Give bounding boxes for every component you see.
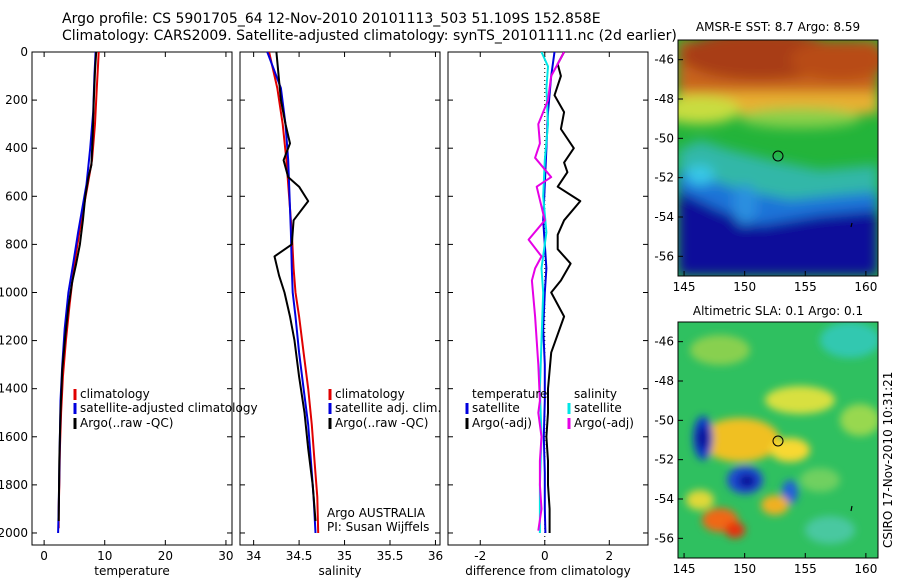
- series-line: [527, 52, 565, 531]
- axes-frame: [239, 51, 441, 546]
- series-line: [273, 52, 317, 522]
- map-x-tick-label: 145: [673, 562, 696, 576]
- credit-argo: Argo AUSTRALIA: [327, 506, 426, 520]
- axes-frame: [31, 51, 233, 546]
- map-axes: 145 150 155 160 -46 -48 -50 -52 -54 -56 145 150 155 1…: [654, 39, 879, 576]
- credit-csiro: CSIRO 17-Nov-2010 10:31:21: [881, 372, 895, 548]
- map-y-tick-label: -48: [654, 374, 674, 388]
- map-y-tick-label: -52: [654, 453, 674, 467]
- map-y-tick-label: -54: [654, 492, 674, 506]
- x-tick-label: 0: [541, 549, 549, 563]
- map-x-tick-label: 150: [733, 280, 756, 294]
- series-group: [527, 52, 582, 534]
- map-y-tick-label: -52: [654, 171, 674, 185]
- map-x-tick-label: 160: [854, 280, 877, 294]
- series-line: [266, 52, 317, 534]
- y-tick-label: 800: [5, 237, 28, 251]
- legend-label: climatology: [335, 387, 405, 401]
- series-group: [266, 52, 320, 534]
- legend-label: climatology: [80, 387, 150, 401]
- x-axis-label: salinity: [318, 564, 361, 578]
- x-tick-label: 30: [218, 549, 233, 563]
- x-axis-label: difference from climatology: [465, 564, 631, 578]
- map-y-tick-label: -46: [654, 53, 674, 67]
- series-line: [57, 52, 97, 534]
- legend-label: Argo(..raw -QC): [335, 416, 428, 430]
- x-tick-label: 34.5: [286, 549, 313, 563]
- legend-label: satellite: [574, 401, 622, 415]
- map-x-tick-label: 145: [673, 280, 696, 294]
- map-y-tick-label: -48: [654, 92, 674, 106]
- x-tick-label: 10: [97, 549, 112, 563]
- map-y-tick-label: -56: [654, 531, 674, 545]
- map-x-tick-label: 160: [854, 562, 877, 576]
- legend-label: Argo(-adj): [472, 416, 532, 430]
- series-line: [57, 52, 98, 522]
- legend-label: satellite adj. clim.: [335, 401, 441, 415]
- series-line: [545, 52, 582, 533]
- x-tick-label: 20: [158, 549, 173, 563]
- figure-title-line-2: Climatology: CARS2009. Satellite-adjuste…: [62, 28, 677, 44]
- temperature-panel: 0 10 20 30 0 200 400 600 800 1000 1200 1400 1600 1800…: [0, 45, 258, 578]
- map-x-tick-label: 155: [794, 562, 817, 576]
- y-tick-label: 1400: [0, 382, 28, 396]
- map-y-tick-label: -50: [654, 413, 674, 427]
- legend-label: salinity: [574, 387, 617, 401]
- figure-title-line-1: Argo profile: CS 5901705_64 12-Nov-2010 …: [62, 11, 601, 27]
- legend-label: Argo(..raw -QC): [80, 416, 173, 430]
- map-y-tick-label: -46: [654, 335, 674, 349]
- y-tick-label: 0: [20, 45, 28, 59]
- credit-pi: PI: Susan Wijffels: [327, 520, 429, 534]
- x-tick-label: -2: [474, 549, 486, 563]
- legend-label: satellite-adjusted climatology: [80, 401, 258, 415]
- legend: temperaturesatelliteArgo(-adj)salinitysa…: [465, 387, 634, 430]
- map-frame: [677, 321, 879, 559]
- y-tick-label: 200: [5, 93, 28, 107]
- sst-map-title: AMSR-E SST: 8.7 Argo: 8.59: [696, 20, 860, 34]
- map-y-tick-label: -54: [654, 210, 674, 224]
- salinity-panel: 34 34.5 35 35.5 36 salinity climatologysatelli…: [239, 51, 443, 578]
- map-y-tick-label: -56: [654, 249, 674, 263]
- axes-frame: [447, 51, 649, 546]
- sla-map-title: Altimetric SLA: 0.1 Argo: 0.1: [693, 304, 863, 318]
- x-tick-label: 36: [428, 549, 443, 563]
- sst-map: [678, 40, 878, 276]
- y-tick-label: 1000: [0, 285, 28, 299]
- y-tick-label: 600: [5, 189, 28, 203]
- map-x-tick-label: 150: [733, 562, 756, 576]
- map-x-tick-label: 155: [794, 280, 817, 294]
- x-tick-label: 34: [246, 549, 261, 563]
- legend-label: Argo(-adj): [574, 416, 634, 430]
- y-tick-label: 1600: [0, 430, 28, 444]
- y-tick-label: 1200: [0, 334, 28, 348]
- x-axis-label: temperature: [94, 564, 169, 578]
- x-tick-label: 35: [337, 549, 352, 563]
- y-tick-label: 1800: [0, 478, 28, 492]
- y-tick-label: 400: [5, 141, 28, 155]
- x-tick-label: 2: [605, 549, 613, 563]
- map-y-tick-label: -50: [654, 131, 674, 145]
- legend-label: satellite: [472, 401, 520, 415]
- series-group: [57, 52, 100, 534]
- legend-label: temperature: [472, 387, 547, 401]
- y-tick-label: 2000: [0, 526, 28, 540]
- x-tick-label: 0: [40, 549, 48, 563]
- x-tick-label: 35.5: [377, 549, 404, 563]
- map-frame: [677, 39, 879, 277]
- sla-map: [678, 322, 878, 558]
- series-line: [268, 52, 320, 534]
